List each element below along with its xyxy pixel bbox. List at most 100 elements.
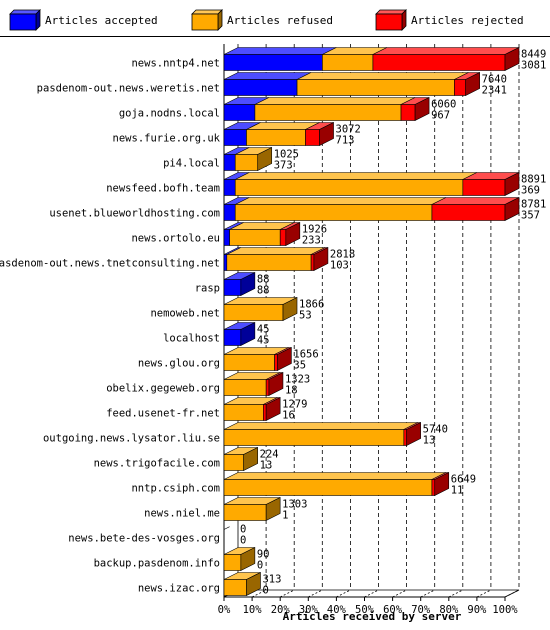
x-tick-label: 90% xyxy=(467,604,487,616)
value-label-second: 713 xyxy=(336,135,355,147)
value-label-second: 16 xyxy=(282,410,295,422)
bar-segment-top xyxy=(223,472,447,480)
bar-segment-side xyxy=(504,172,520,196)
bar-segment xyxy=(279,229,287,246)
bar-segment xyxy=(223,579,247,596)
host-label: news.izac.org xyxy=(138,583,220,595)
x-tick-label: 70% xyxy=(411,604,431,616)
bar-segment xyxy=(223,479,433,496)
bar-segment-side xyxy=(504,197,520,221)
value-label-total: 0 xyxy=(240,524,246,536)
value-label-total: 1303 xyxy=(282,499,307,511)
bar-segment xyxy=(372,54,506,71)
bar-segment-side xyxy=(282,297,298,321)
floor-gridline xyxy=(364,589,379,598)
bar-segment xyxy=(223,554,242,571)
bar-segment xyxy=(223,279,242,296)
legend-swatch xyxy=(375,13,403,31)
bar-segment xyxy=(274,354,278,371)
legend-swatch xyxy=(9,13,37,31)
bar-segment xyxy=(234,204,433,221)
legend-swatch-top xyxy=(375,9,407,15)
value-label-second: 103 xyxy=(330,260,349,272)
x-tick-label: 30% xyxy=(299,604,319,616)
bar-segment-side xyxy=(243,447,258,471)
value-label-second: 3081 xyxy=(521,60,546,72)
bar-segment xyxy=(310,254,315,271)
legend-swatch-side xyxy=(401,9,407,31)
bar-segment xyxy=(234,154,259,171)
bar-segment-top xyxy=(226,247,326,255)
bar-segment xyxy=(400,104,416,121)
bar-segment xyxy=(223,179,236,196)
x-tick-label: 60% xyxy=(383,604,403,616)
value-label-total: 90 xyxy=(257,549,270,561)
value-label-total: 1025 xyxy=(274,149,299,161)
bar-segment-side xyxy=(465,72,480,96)
bar-segment xyxy=(322,54,374,71)
bar-segment-side xyxy=(406,422,421,446)
legend: Articles accepted Articles refused Article… xyxy=(9,9,524,31)
bar-segment xyxy=(223,504,267,521)
host-label: outgoing.news.lysator.liu.se xyxy=(43,433,220,445)
bar-segment-side xyxy=(240,547,256,571)
value-label-second: 45 xyxy=(257,335,270,347)
value-label-total: 7640 xyxy=(482,74,507,86)
bar-segment xyxy=(305,129,320,146)
host-label: news.ortolo.eu xyxy=(131,233,220,245)
host-label: news.niel.me xyxy=(144,508,220,520)
bar-segment-side xyxy=(434,472,450,496)
bar-segment xyxy=(223,454,244,471)
bar-row: pasdenom-out.news.tnetconsulting.net 2818… xyxy=(0,247,355,272)
bar-segment xyxy=(246,129,306,146)
host-label: nemoweb.net xyxy=(150,308,220,320)
bar-segment-top xyxy=(223,422,418,430)
bar-segment-side xyxy=(277,347,292,371)
bar-segment-top xyxy=(223,47,337,55)
bar-segment xyxy=(296,79,455,96)
floor-gridline xyxy=(308,589,323,598)
bar-segment xyxy=(223,404,264,421)
bar-segment xyxy=(223,154,236,171)
bar-segment xyxy=(454,79,466,96)
plot-area: 0% 10% 20% 30% 40% 50% 60% 70% 80% 90% 100% news.nn… xyxy=(0,44,546,616)
value-label-second: 13 xyxy=(423,435,436,447)
floor-gridline xyxy=(420,589,435,598)
value-label-total: 8891 xyxy=(521,174,546,186)
value-label-total: 6649 xyxy=(451,474,476,486)
host-label: usenet.blueworldhosting.com xyxy=(49,208,220,220)
value-label-second: 18 xyxy=(285,385,298,397)
value-label-second: 0 xyxy=(257,560,263,572)
value-label-second: 0 xyxy=(262,585,268,597)
value-label-total: 8449 xyxy=(521,49,546,61)
value-label-total: 88 xyxy=(257,274,270,286)
bar-segment-top xyxy=(235,197,447,205)
x-tick-label: 20% xyxy=(271,604,291,616)
bar-segment xyxy=(223,304,284,321)
floor-gridline xyxy=(392,589,407,598)
legend-swatch-top xyxy=(191,9,223,15)
bar-row: news.bete-des-vosges.org 00 xyxy=(68,524,246,547)
floor-gridline xyxy=(448,589,463,598)
legend-label: Articles accepted xyxy=(45,14,158,27)
value-label-second: 233 xyxy=(302,235,321,247)
bar-segment xyxy=(263,404,267,421)
value-label-second: 11 xyxy=(451,485,464,497)
value-label-total: 1926 xyxy=(302,224,327,236)
host-label: news.nntp4.net xyxy=(131,58,220,70)
bar-segment-top xyxy=(254,97,416,105)
legend-swatch-top xyxy=(9,9,41,15)
bar-segment xyxy=(223,379,267,396)
value-label-total: 1323 xyxy=(285,374,310,386)
x-tick-label: 100% xyxy=(492,604,518,616)
floor-gridline xyxy=(251,589,267,598)
host-label: news.bete-des-vosges.org xyxy=(68,533,220,545)
